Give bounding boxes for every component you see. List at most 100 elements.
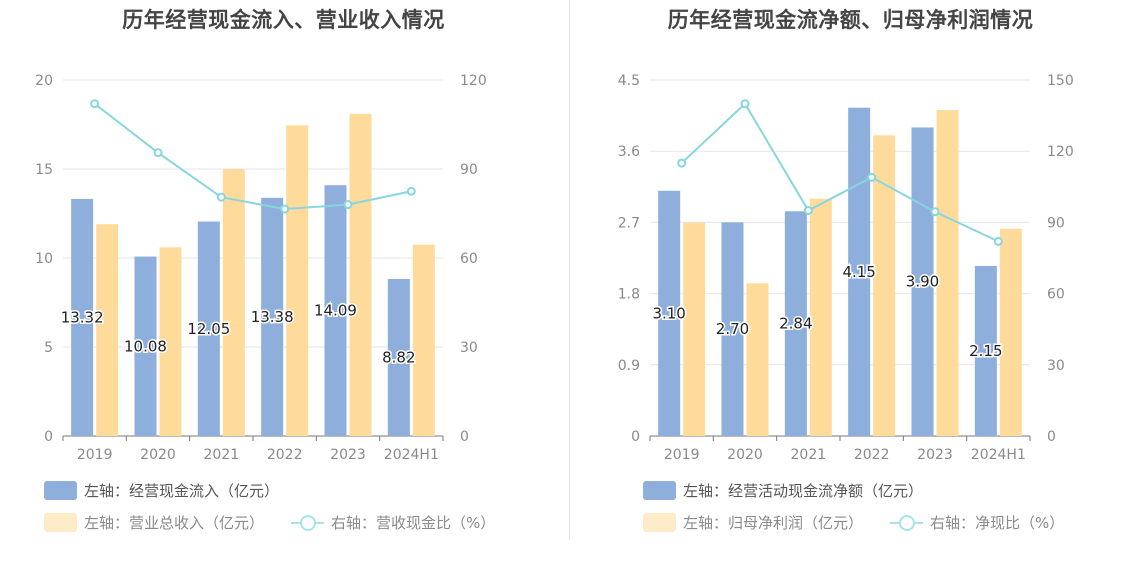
legend-line-marker-icon xyxy=(291,513,324,532)
bar-data-label: 12.05 xyxy=(187,320,230,338)
right-axis-tick-label: 0 xyxy=(1047,429,1056,445)
bar-cash-inflow xyxy=(71,198,94,436)
line-point xyxy=(677,158,687,168)
legend-swatch-yellow xyxy=(44,512,77,532)
line-point xyxy=(153,148,163,158)
x-axis-tick-label: 2024H1 xyxy=(971,447,1026,463)
left-axis-tick-label: 0.9 xyxy=(618,358,640,374)
legend-label: 右轴：营收现金比（%） xyxy=(331,513,496,532)
chart-cash-inflow-revenue: 0 5 10 15 20 0 30 60 90 120 2019 2020 2021 2022 2023 20… xyxy=(35,73,487,463)
bar-net-profit xyxy=(936,110,959,436)
bar-data-label: 13.32 xyxy=(61,308,104,326)
left-axis-tick-label: 0 xyxy=(631,429,640,445)
x-axis-tick-label: 2019 xyxy=(77,447,113,463)
bar-net-cash xyxy=(721,222,744,436)
left-axis-tick-label: 15 xyxy=(35,162,53,178)
right-axis-tick-label: 120 xyxy=(1047,144,1074,160)
bar-data-label: 3.90 xyxy=(906,273,939,291)
bar-data-label: 8.82 xyxy=(382,349,415,367)
right-axis-tick-label: 120 xyxy=(460,73,487,89)
right-axis-tick-label: 150 xyxy=(1047,73,1074,89)
chart-title: 历年经营现金流入、营业收入情况 xyxy=(122,8,445,32)
right-axis-tick-label: 60 xyxy=(1047,287,1065,303)
line-point xyxy=(867,172,877,182)
legend-label: 左轴：经营活动现金流净额（亿元） xyxy=(683,481,924,500)
line-point xyxy=(216,192,226,202)
legend-item-cash-ratio[interactable]: 右轴：营收现金比（%） xyxy=(291,512,495,532)
x-axis-tick-label: 2021 xyxy=(204,447,240,463)
legend-item-revenue[interactable]: 左轴：营业总收入（亿元） xyxy=(44,512,264,532)
left-axis-tick-label: 20 xyxy=(35,73,53,89)
line-point xyxy=(343,200,353,210)
bar-net-profit xyxy=(999,228,1022,436)
left-axis-tick-label: 5 xyxy=(44,340,53,356)
bar-net-cash xyxy=(658,190,681,436)
bar-revenue xyxy=(412,244,435,436)
legend-item-net-cash-ratio[interactable]: 右轴：净现比（%） xyxy=(890,512,1064,532)
legend-line-marker-icon xyxy=(890,513,923,532)
line-point xyxy=(993,236,1003,246)
line-net-cash-ratio xyxy=(680,102,999,243)
bar-cash-inflow xyxy=(324,185,347,436)
x-axis-tick-label: 2020 xyxy=(140,447,176,463)
legend-swatch-blue xyxy=(44,480,77,500)
line-point xyxy=(803,206,813,216)
chart-panel-net-cash: 历年经营现金流净额、归母净利润情况 0 0.9 1.8 2.7 3.6 4.5 0 30 60 9… xyxy=(567,0,1134,582)
line-point xyxy=(90,99,100,109)
x-axis-tick-label: 2020 xyxy=(727,447,763,463)
legend-label: 左轴：归母净利润（亿元） xyxy=(683,513,864,532)
legend-label: 左轴：经营现金流入（亿元） xyxy=(84,481,280,500)
line-point xyxy=(930,207,940,217)
bar-net-profit xyxy=(809,198,832,436)
bar-net-cash xyxy=(784,211,807,436)
right-axis-tick-label: 30 xyxy=(1047,358,1065,374)
chart-net-cash-profit: 0 0.9 1.8 2.7 3.6 4.5 0 30 60 90 120 150 2019 2020 202… xyxy=(618,73,1074,463)
bar-net-cash xyxy=(911,127,934,436)
bar-cash-inflow xyxy=(261,197,284,436)
legend-item-cash-inflow[interactable]: 左轴：经营现金流入（亿元） xyxy=(44,480,279,500)
right-axis-tick-label: 60 xyxy=(460,251,478,267)
bar-net-profit xyxy=(873,135,896,436)
line-point xyxy=(280,204,290,214)
right-axis-tick-label: 0 xyxy=(460,429,469,445)
legend-label: 左轴：营业总收入（亿元） xyxy=(84,513,265,532)
bar-data-label: 10.08 xyxy=(124,337,167,355)
bar-data-label: 2.15 xyxy=(969,342,1002,360)
bar-cash-inflow xyxy=(387,279,410,436)
left-axis-tick-label: 0 xyxy=(44,429,53,445)
bar-revenue xyxy=(286,125,309,436)
chart-title: 历年经营现金流净额、归母净利润情况 xyxy=(667,8,1034,32)
legend-swatch-yellow xyxy=(643,512,676,532)
bar-data-label: 2.84 xyxy=(779,315,812,333)
x-axis-tick-label: 2021 xyxy=(791,447,827,463)
panel-divider xyxy=(569,0,570,540)
right-axis-tick-label: 90 xyxy=(1047,215,1065,231)
right-axis-tick-label: 30 xyxy=(460,340,478,356)
right-axis-tick-label: 90 xyxy=(460,162,478,178)
chart-panel-cash-inflow: 历年经营现金流入、营业收入情况 0 5 10 15 20 0 30 60 90 120 2019 20… xyxy=(35,8,495,532)
bar-revenue xyxy=(349,113,372,436)
bar-cash-inflow xyxy=(134,256,157,436)
left-axis-tick-label: 3.6 xyxy=(618,144,640,160)
x-axis-tick-label: 2023 xyxy=(330,447,366,463)
x-axis-tick-label: 2024H1 xyxy=(384,447,439,463)
left-axis-tick-label: 10 xyxy=(35,251,53,267)
legend-item-net-profit[interactable]: 左轴：归母净利润（亿元） xyxy=(643,512,863,532)
bar-data-label: 3.10 xyxy=(652,304,685,322)
bar-net-cash xyxy=(974,265,997,436)
left-axis-tick-label: 2.7 xyxy=(618,215,640,231)
x-axis-tick-label: 2023 xyxy=(917,447,953,463)
left-axis-tick-label: 1.8 xyxy=(618,287,640,303)
bar-revenue xyxy=(222,169,245,436)
x-axis-tick-label: 2019 xyxy=(664,447,700,463)
left-axis-tick-label: 4.5 xyxy=(618,73,640,89)
bar-data-label: 13.38 xyxy=(251,308,294,326)
bar-net-profit xyxy=(746,283,769,436)
legend-item-net-cash[interactable]: 左轴：经营活动现金流净额（亿元） xyxy=(643,480,923,500)
line-point xyxy=(740,99,750,109)
bar-data-label: 2.70 xyxy=(716,320,749,338)
x-axis-tick-label: 2022 xyxy=(854,447,890,463)
bar-net-cash xyxy=(848,107,871,436)
line-cash-ratio xyxy=(94,102,412,211)
x-axis-tick-label: 2022 xyxy=(267,447,303,463)
